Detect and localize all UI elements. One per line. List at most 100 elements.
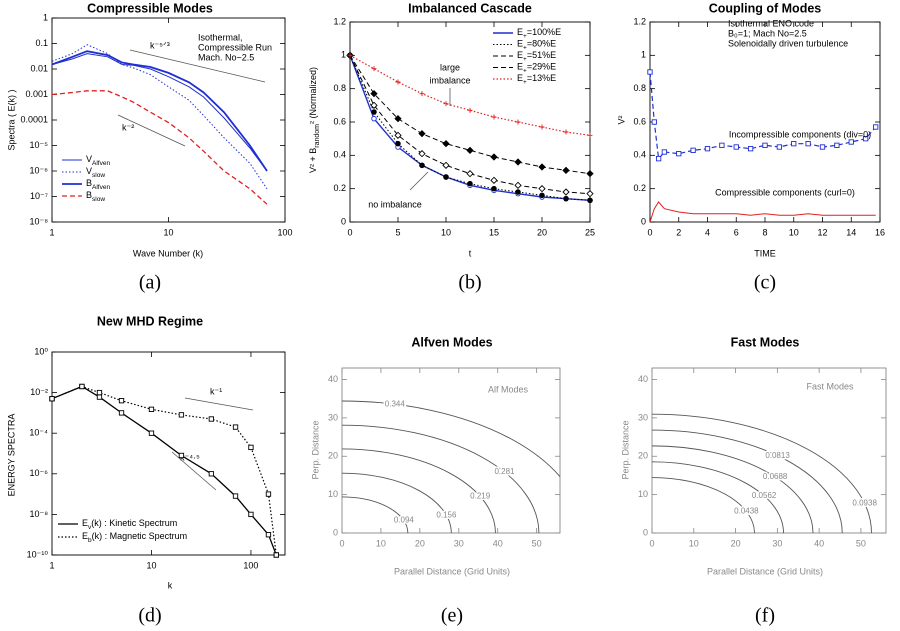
y-tick-label: 0.2 [633, 183, 646, 193]
x-tick-label: 25 [585, 227, 595, 237]
marker [371, 109, 377, 115]
series-label: Compressible components (curl=0) [715, 187, 855, 197]
x-axis-label: Wave Number (k) [133, 248, 203, 258]
y-tick-label: 10⁻⁶ [30, 165, 49, 175]
marker [370, 90, 378, 98]
reference-line [171, 451, 217, 491]
x-tick-label: 50 [532, 538, 542, 548]
marker [118, 410, 125, 416]
series-line [51, 50, 268, 172]
legend-subscript: + [523, 79, 527, 86]
annotation: k⁻² [122, 122, 134, 132]
panel-label: (d) [138, 605, 161, 627]
legend-subscript: Alfven [92, 184, 110, 191]
reference-line [129, 49, 266, 83]
x-tick-label: 30 [454, 538, 464, 548]
legend-suffix: (k) : Magnetic Spectrum [92, 531, 188, 541]
y-tick-label: 20 [328, 451, 338, 461]
annotation: B₀=1; Mach No=2.5 [728, 28, 807, 38]
x-tick-label: 30 [772, 538, 782, 548]
marker [491, 185, 497, 192]
panel-label: (e) [441, 605, 463, 627]
legend-name: E [517, 50, 523, 60]
plot-frame [651, 367, 887, 534]
marker [248, 511, 254, 518]
legend-name: E [517, 27, 523, 37]
y-axis-label-part: V² + B [308, 148, 318, 173]
chart-title: New MHD Regime [97, 314, 203, 328]
marker [819, 144, 826, 150]
x-tick-label: 10 [376, 538, 386, 548]
marker [265, 491, 272, 497]
x-tick-label: 16 [875, 227, 885, 237]
x-tick-label: 20 [731, 538, 741, 548]
legend-name: B [86, 178, 92, 188]
marker [539, 192, 545, 199]
x-tick-label: 4 [705, 227, 710, 237]
y-tick-label: 40 [328, 374, 338, 384]
x-axis-label: Parallel Distance (Grid Units) [707, 566, 823, 576]
x-tick-label: 15 [489, 227, 499, 237]
marker [347, 52, 353, 58]
marker [232, 493, 239, 499]
reference-line [409, 171, 429, 191]
marker [563, 129, 569, 135]
chart-title: Fast Modes [731, 335, 800, 349]
marker [265, 532, 272, 538]
x-axis-label: TIME [754, 248, 776, 258]
contour-label: 0.219 [470, 492, 491, 501]
legend-suffix: =13%E [527, 73, 556, 83]
legend-name: V [86, 166, 92, 176]
x-tick-label: 12 [817, 227, 827, 237]
legend-name: E [82, 531, 88, 541]
legend-suffix: =51%E [527, 50, 556, 60]
x-tick-label: 20 [415, 538, 425, 548]
marker [395, 140, 401, 147]
x-tick-label: 8 [762, 227, 767, 237]
annotation: Alf Modes [488, 384, 529, 394]
marker [394, 131, 402, 139]
marker [586, 170, 594, 178]
legend-label: Vslow [86, 166, 105, 179]
x-tick-label: 40 [493, 538, 503, 548]
marker [466, 170, 474, 178]
y-tick-label: 10 [638, 489, 648, 499]
marker [208, 471, 215, 477]
contours [652, 413, 872, 533]
marker [419, 162, 425, 169]
legend-name: E [517, 39, 523, 49]
x-tick-label: 10 [163, 227, 173, 237]
panel-label: (f) [755, 605, 775, 627]
legend-subscript: + [523, 68, 527, 75]
y-tick-label: 10⁻² [30, 387, 48, 397]
chart-title: Coupling of Modes [709, 1, 822, 15]
marker [676, 151, 682, 157]
marker [178, 452, 185, 459]
marker [443, 174, 449, 180]
annotation: Isothermal ENO code [728, 18, 814, 28]
contour-label: 0.0438 [734, 507, 759, 516]
annotation: large [440, 62, 460, 72]
legend-label: E+=29%E [517, 62, 556, 75]
series-line [51, 44, 268, 190]
marker [514, 181, 522, 189]
marker [232, 424, 239, 430]
chart-panel: New MHD Regime (d) k ENERGY SPECTRA 1 10 100 10… [6, 314, 286, 627]
annotation: k⁻⁴·⁵ [180, 452, 200, 462]
y-axis-label-part: ² (Normalized) [308, 67, 318, 124]
marker [538, 185, 546, 193]
marker [418, 150, 426, 158]
marker [539, 124, 545, 130]
x-tick-label: 0 [347, 227, 352, 237]
marker [419, 91, 425, 97]
legend-label: E+=100%E [517, 27, 561, 40]
contour-line [652, 477, 755, 533]
y-tick-label: 1 [641, 50, 646, 60]
annotation: k⁻¹ [210, 386, 222, 396]
marker [791, 141, 797, 147]
x-axis-label: Parallel Distance (Grid Units) [394, 566, 510, 576]
y-tick-label: 0.4 [633, 150, 646, 160]
marker [848, 139, 854, 145]
y-tick-label: 0.4 [333, 150, 346, 160]
